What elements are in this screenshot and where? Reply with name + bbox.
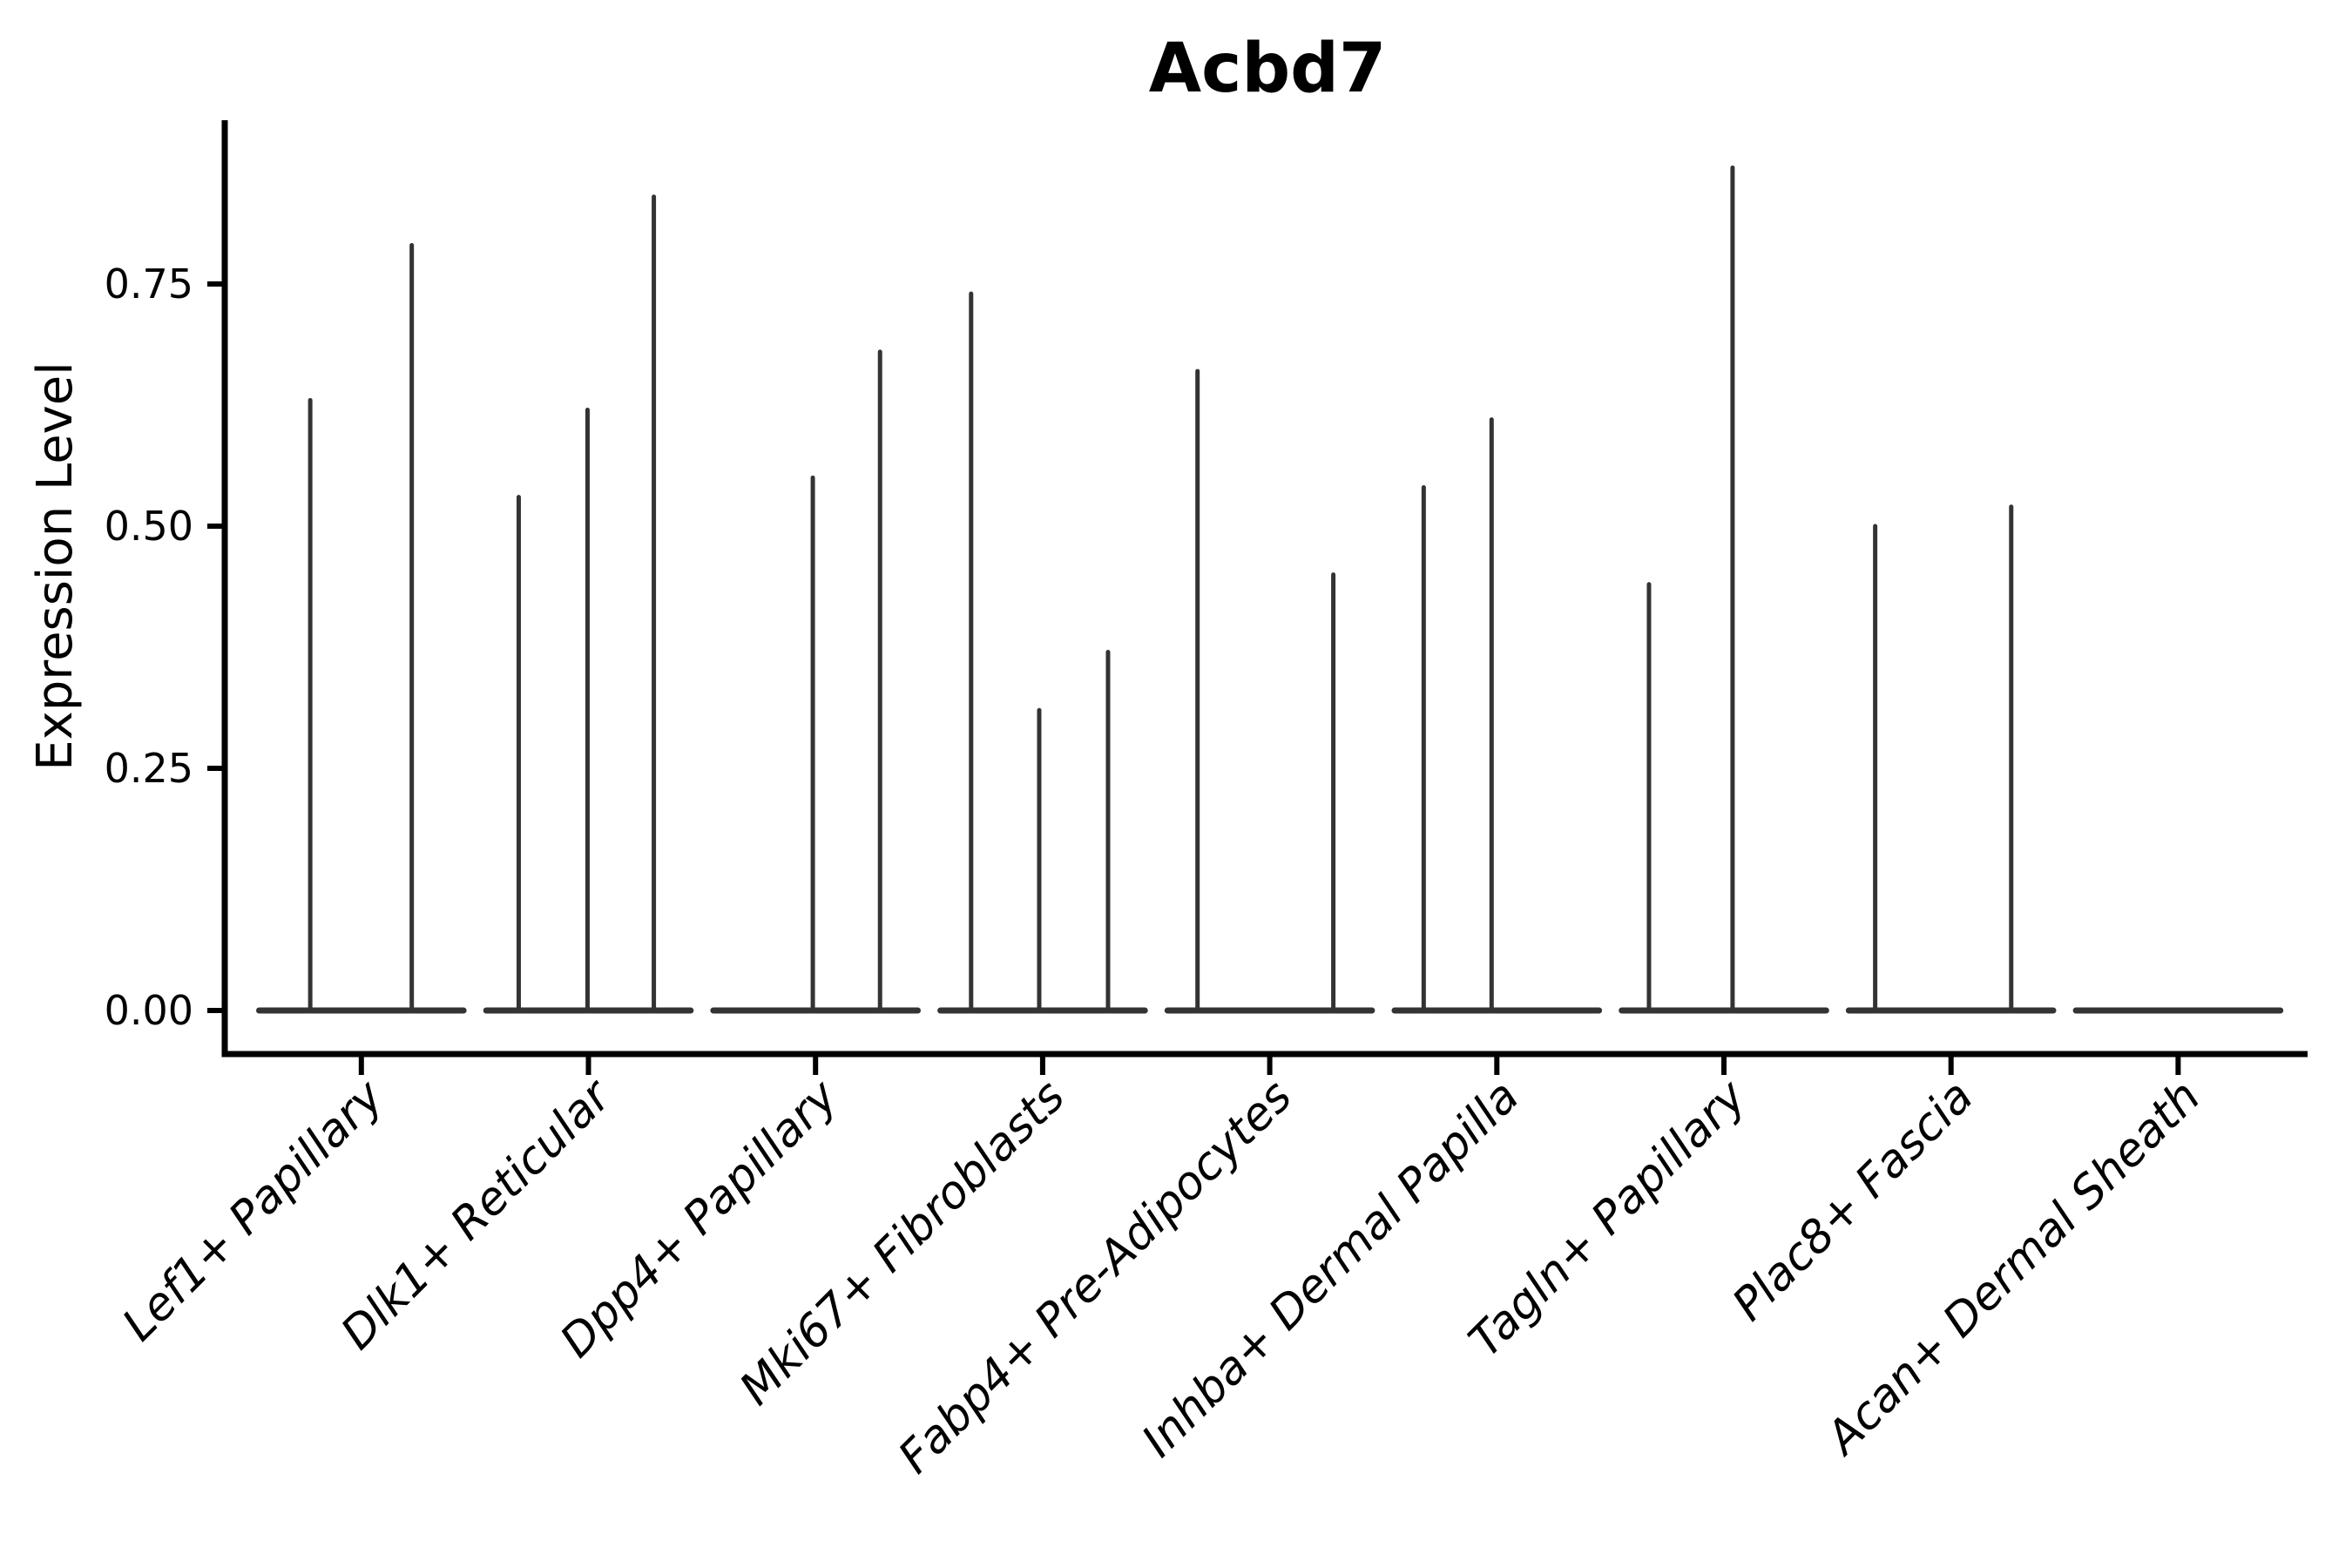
violin-dpp4-papillary — [710, 349, 922, 1014]
y-tick-label: 0.75 — [105, 260, 193, 308]
x-tick-label: Fabp4+ Pre-Adipocytes — [889, 1071, 1302, 1484]
x-tick-label: Acan+ Dermal Sheath — [1815, 1071, 2211, 1466]
y-axis-label: Expression Level — [27, 362, 84, 771]
y-tick-label: 0.50 — [105, 503, 193, 550]
violin-dlk1-reticular — [483, 194, 694, 1014]
y-tick-label: 0.25 — [105, 745, 193, 792]
chart-title: Acbd7 — [1149, 30, 1387, 108]
x-tick-label: Plac8+ Fascia — [1723, 1071, 1984, 1331]
violin-plac8-fascia — [1845, 504, 2057, 1014]
violins-layer — [255, 166, 2284, 1014]
y-tick-label: 0.00 — [105, 987, 193, 1034]
violin-tagln-papillary — [1619, 166, 1829, 1014]
x-tick-label: Inhba+ Dermal Papilla — [1132, 1071, 1530, 1468]
violin-inhba-dermal-papilla — [1391, 417, 1603, 1014]
violin-lef1-papillary — [255, 243, 467, 1014]
violin-mki67-fibroblasts — [937, 291, 1148, 1014]
violin-fabp4-pre-adipocytes — [1164, 368, 1375, 1014]
